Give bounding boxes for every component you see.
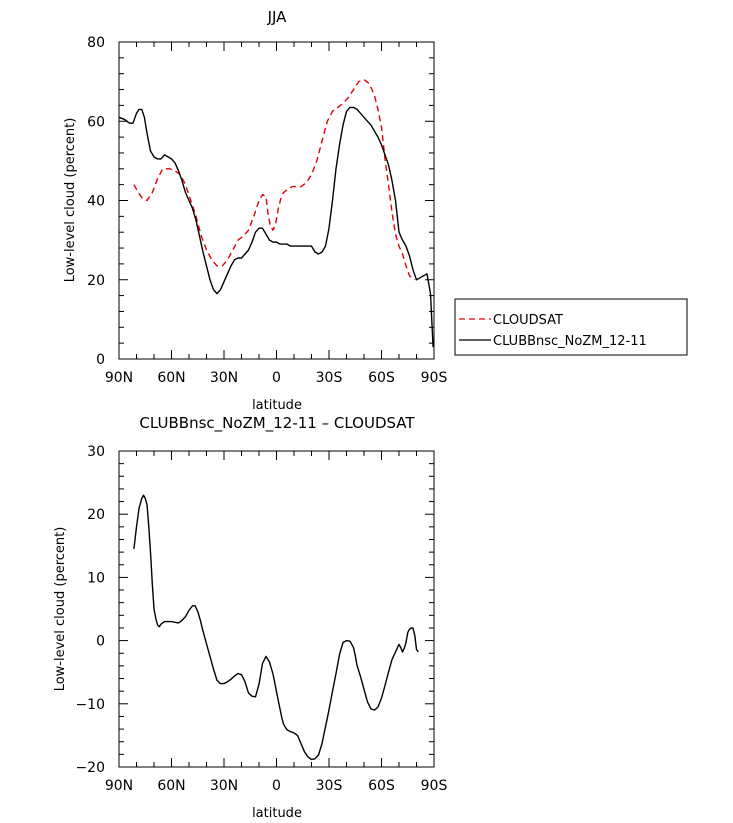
bottom-y-tick-label: 30 bbox=[87, 444, 105, 460]
bottom-chart-title: CLUBBnsc_NoZM_12-11 – CLOUDSAT bbox=[139, 414, 415, 433]
legend-box bbox=[454, 298, 688, 356]
top-panel: JJA 90N 60N 30N 0 30S 60S 90S 0 20 40 60 80 latitu… bbox=[63, 8, 447, 413]
top-x-tick-label: 0 bbox=[272, 370, 281, 386]
top-x-tick-label: 60S bbox=[368, 370, 395, 386]
bottom-x-tick-label: 30N bbox=[210, 778, 238, 794]
bottom-x-tick-label: 60S bbox=[368, 778, 395, 794]
bottom-y-tick-label: 20 bbox=[87, 507, 105, 523]
bottom-y-tick-label: 0 bbox=[96, 634, 105, 650]
top-tick-marks bbox=[118, 41, 435, 360]
bottom-y-tick-labels: −20 −10 0 10 20 30 bbox=[75, 444, 105, 776]
top-x-tick-label: 90N bbox=[105, 370, 133, 386]
top-x-tick-label: 30N bbox=[210, 370, 238, 386]
bottom-y-tick-label: 10 bbox=[87, 570, 105, 586]
legend: CLOUDSAT CLUBBnsc_NoZM_12-11 bbox=[454, 298, 688, 356]
top-series-line-1 bbox=[118, 106, 434, 348]
bottom-x-tick-label: 0 bbox=[272, 778, 281, 794]
top-y-axis-label: Low-level cloud (percent) bbox=[63, 118, 78, 283]
bottom-tick-marks bbox=[118, 450, 435, 768]
bottom-plot-frame bbox=[118, 450, 435, 768]
top-y-tick-label: 60 bbox=[87, 114, 105, 130]
bottom-y-axis-label: Low-level cloud (percent) bbox=[53, 527, 68, 692]
top-x-axis-label: latitude bbox=[252, 398, 302, 413]
top-x-tick-label: 90S bbox=[421, 370, 448, 386]
top-y-tick-label: 80 bbox=[87, 35, 105, 51]
top-x-tick-label: 30S bbox=[316, 370, 343, 386]
top-x-tick-labels: 90N 60N 30N 0 30S 60S 90S bbox=[105, 370, 448, 386]
top-y-tick-label: 0 bbox=[96, 352, 105, 368]
bottom-series-lines bbox=[133, 494, 419, 761]
bottom-x-tick-labels: 90N 60N 30N 0 30S 60S 90S bbox=[105, 778, 448, 794]
top-series-lines bbox=[118, 78, 434, 348]
bottom-series-line-0 bbox=[133, 494, 419, 761]
top-chart-title: JJA bbox=[267, 8, 288, 26]
top-x-tick-label: 60N bbox=[157, 370, 185, 386]
bottom-y-tick-label: −10 bbox=[75, 697, 105, 713]
bottom-x-tick-label: 90S bbox=[421, 778, 448, 794]
top-series-line-0 bbox=[133, 78, 416, 281]
bottom-y-tick-label: −20 bbox=[75, 760, 105, 776]
bottom-panel: CLUBBnsc_NoZM_12-11 – CLOUDSAT 90N 60N 30N… bbox=[53, 414, 447, 821]
bottom-x-tick-label: 60N bbox=[157, 778, 185, 794]
bottom-x-axis-label: latitude bbox=[252, 806, 302, 821]
legend-label-cloudsat: CLOUDSAT bbox=[493, 313, 563, 328]
top-plot-frame bbox=[118, 41, 435, 360]
top-y-tick-label: 40 bbox=[87, 194, 105, 210]
bottom-x-tick-label: 30S bbox=[316, 778, 343, 794]
legend-label-clubb: CLUBBnsc_NoZM_12-11 bbox=[493, 334, 647, 349]
top-y-tick-labels: 0 20 40 60 80 bbox=[87, 35, 105, 368]
top-y-tick-label: 20 bbox=[87, 273, 105, 289]
bottom-x-tick-label: 90N bbox=[105, 778, 133, 794]
